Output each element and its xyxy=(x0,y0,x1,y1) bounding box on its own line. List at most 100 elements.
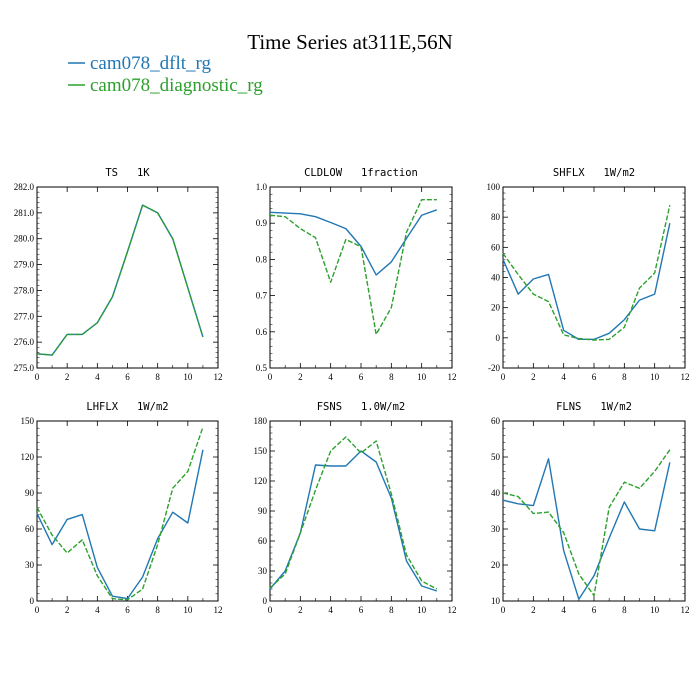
x-tick-label: 4 xyxy=(328,372,333,382)
y-tick-label: 281.0 xyxy=(14,208,35,218)
x-tick-label: 8 xyxy=(622,372,627,382)
y-tick-label: 275.0 xyxy=(14,363,35,373)
panel-title: LHFLX 1W/m2 xyxy=(86,401,168,413)
x-tick-label: 2 xyxy=(65,372,70,382)
y-tick-label: 150 xyxy=(254,446,268,456)
series-line-dflt xyxy=(269,209,438,276)
x-tick-label: 8 xyxy=(155,605,160,615)
panels: TS 1K 0 2 4 6 8 10 12 275.0 276.0 277.0 278.0 279.0 2… xyxy=(14,167,690,615)
y-tick-label: 0.7 xyxy=(256,291,268,301)
y-tick-label: 0.5 xyxy=(256,363,268,373)
x-tick-label: 12 xyxy=(214,372,223,382)
legend: cam078_dflt_rg cam078_diagnostic_rg xyxy=(68,53,263,96)
y-tick-label: 1.0 xyxy=(256,182,268,192)
x-tick-label: 6 xyxy=(125,372,130,382)
y-tick-label: 0 xyxy=(30,596,35,606)
series-line-diagnostic xyxy=(36,204,204,356)
y-tick-label: 278.0 xyxy=(14,285,35,295)
y-tick-label: 20 xyxy=(491,303,501,313)
y-tick-label: 80 xyxy=(491,212,501,222)
series-line-dflt xyxy=(36,449,204,600)
y-tick-label: 60 xyxy=(25,524,35,534)
x-tick-label: 8 xyxy=(155,372,160,382)
series-line-dflt xyxy=(502,458,671,600)
x-tick-label: 12 xyxy=(681,605,690,615)
y-tick-label: 277.0 xyxy=(14,311,35,321)
x-tick-label: 10 xyxy=(183,372,193,382)
y-tick-label: 20 xyxy=(491,560,501,570)
x-tick-label: 10 xyxy=(417,372,427,382)
panel-title: SHFLX 1W/m2 xyxy=(553,167,635,179)
x-tick-label: 10 xyxy=(650,605,660,615)
x-tick-label: 0 xyxy=(268,372,273,382)
y-tick-label: 30 xyxy=(25,560,35,570)
x-tick-label: 6 xyxy=(592,372,597,382)
y-tick-label: 30 xyxy=(491,524,501,534)
x-tick-label: 10 xyxy=(650,372,660,382)
panel-title: CLDLOW 1fraction xyxy=(304,167,418,179)
panel-1: TS 1K 0 2 4 6 8 10 12 275.0 276.0 277.0 278.0 279.0 2… xyxy=(14,167,223,382)
x-tick-label: 0 xyxy=(268,605,273,615)
x-tick-label: 12 xyxy=(448,605,457,615)
plot-frame xyxy=(269,420,453,602)
panel-6: FLNS 1W/m2 0 2 4 6 8 10 12 10 20 30 40 50 60 xyxy=(491,401,690,615)
y-tick-label: 279.0 xyxy=(14,260,35,270)
x-tick-label: 0 xyxy=(501,605,506,615)
x-tick-label: 2 xyxy=(65,605,70,615)
x-tick-label: 6 xyxy=(125,605,130,615)
series-line-diagnostic xyxy=(502,449,671,597)
x-tick-label: 4 xyxy=(95,372,100,382)
y-tick-label: 150 xyxy=(21,416,35,426)
x-tick-label: 8 xyxy=(622,605,627,615)
series-line-dflt xyxy=(269,450,438,592)
x-tick-label: 2 xyxy=(531,372,536,382)
x-tick-label: 4 xyxy=(95,605,100,615)
x-tick-label: 6 xyxy=(359,372,364,382)
y-tick-label: 280.0 xyxy=(14,234,35,244)
y-tick-label: 40 xyxy=(491,488,501,498)
x-tick-label: 0 xyxy=(35,605,40,615)
x-tick-label: 4 xyxy=(561,372,566,382)
y-tick-label: 0.6 xyxy=(256,327,268,337)
panel-title: FSNS 1.0W/m2 xyxy=(317,401,406,413)
y-tick-label: 0.8 xyxy=(256,254,268,264)
x-tick-label: 2 xyxy=(298,605,303,615)
y-tick-label: 60 xyxy=(491,416,501,426)
y-tick-label: 0.9 xyxy=(256,218,268,228)
panel-title: FLNS 1W/m2 xyxy=(556,401,632,413)
y-tick-label: 0 xyxy=(263,596,268,606)
y-tick-label: 0 xyxy=(496,333,501,343)
series-line-diagnostic xyxy=(36,426,204,601)
y-tick-label: 100 xyxy=(487,182,501,192)
y-tick-label: 180 xyxy=(254,416,268,426)
x-tick-label: 4 xyxy=(561,605,566,615)
panel-title: TS 1K xyxy=(105,167,150,179)
y-tick-label: 30 xyxy=(258,566,268,576)
x-tick-label: 8 xyxy=(389,372,394,382)
x-tick-label: 2 xyxy=(298,372,303,382)
plot-frame xyxy=(36,186,219,369)
x-tick-label: 0 xyxy=(501,372,506,382)
figure-title: Time Series at311E,56N xyxy=(247,30,453,54)
panel-2: CLDLOW 1fraction 0 2 4 6 8 10 12 0.5 0.6 0.7 0.8 0.9… xyxy=(256,167,457,382)
x-tick-label: 6 xyxy=(359,605,364,615)
y-tick-label: 90 xyxy=(25,488,35,498)
y-tick-label: 60 xyxy=(491,242,501,252)
x-tick-label: 12 xyxy=(214,605,223,615)
y-tick-label: 90 xyxy=(258,506,268,516)
y-tick-label: 50 xyxy=(491,452,501,462)
x-tick-label: 6 xyxy=(592,605,597,615)
x-tick-label: 10 xyxy=(183,605,193,615)
series-line-diagnostic xyxy=(269,436,438,590)
y-tick-label: 120 xyxy=(254,476,268,486)
x-tick-label: 4 xyxy=(328,605,333,615)
legend-label-dflt: cam078_dflt_rg xyxy=(90,53,212,74)
x-tick-label: 2 xyxy=(531,605,536,615)
x-tick-label: 12 xyxy=(681,372,690,382)
y-tick-label: 276.0 xyxy=(14,337,35,347)
y-tick-label: 120 xyxy=(21,452,35,462)
